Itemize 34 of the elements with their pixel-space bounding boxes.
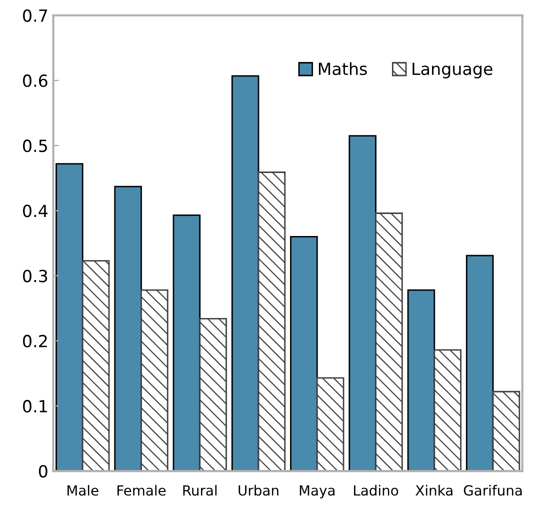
bar bbox=[114, 186, 142, 472]
bar bbox=[407, 289, 436, 472]
y-tick-label: 0 bbox=[38, 465, 48, 478]
bar bbox=[258, 172, 286, 472]
x-tick-label: Female bbox=[118, 484, 166, 496]
x-tick-label: Maya bbox=[300, 485, 334, 498]
x-tick-label: Xinka bbox=[416, 484, 452, 496]
x-tick-label: Male bbox=[68, 484, 98, 496]
bar bbox=[316, 377, 344, 472]
bar bbox=[375, 212, 403, 472]
bar bbox=[199, 318, 227, 472]
bar bbox=[82, 260, 110, 472]
bar bbox=[231, 75, 260, 472]
y-tick-label: 0.4 bbox=[23, 204, 48, 218]
bar bbox=[348, 135, 376, 472]
x-tick-label: Ladino bbox=[354, 484, 398, 496]
y-tick-label: 0.6 bbox=[23, 74, 48, 88]
y-tick-label: 0.7 bbox=[23, 9, 48, 22]
bar bbox=[56, 163, 84, 472]
legend-label: Maths bbox=[318, 62, 367, 76]
x-tick-label: Urban bbox=[238, 484, 278, 496]
bar bbox=[434, 349, 462, 472]
bar bbox=[466, 254, 494, 472]
x-tick-label: Rural bbox=[183, 484, 217, 496]
bar bbox=[492, 390, 520, 472]
x-tick-label: Garifuna bbox=[464, 484, 522, 496]
y-tick-label: 0.2 bbox=[23, 334, 47, 348]
y-tick-label: 0.1 bbox=[23, 400, 47, 413]
y-tick-label: 0.5 bbox=[23, 140, 47, 152]
y-tick-label: 0.3 bbox=[23, 270, 48, 282]
legend-label: Language bbox=[412, 62, 492, 78]
bar bbox=[290, 236, 318, 472]
bar bbox=[140, 289, 168, 472]
bar bbox=[172, 214, 201, 472]
